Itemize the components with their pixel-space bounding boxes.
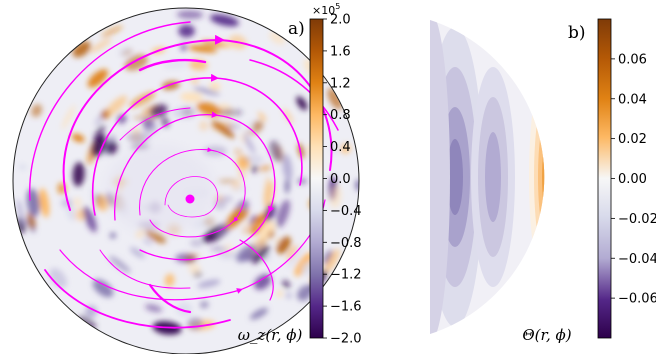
colorbar-a-tick-label: 0.4 [330, 140, 351, 155]
colorbar-b-tick-label: −0.04 [618, 252, 656, 267]
vortex-center-marker [186, 195, 195, 204]
panel-label-a: a) [288, 19, 305, 39]
colorbar-b-tick-label: −0.02 [618, 212, 656, 227]
temperature-contour-band [538, 117, 556, 237]
colorbar-a-tick-label: −1.6 [330, 300, 362, 315]
colorbar-a-tick-label: 1.6 [330, 44, 351, 59]
colorbar-b-tick-label: −0.06 [618, 292, 656, 307]
temperature-half-disk [410, 12, 600, 342]
quantity-label-a: ω_z(r, ϕ) [238, 326, 303, 344]
colorbar-a-tick-label: −0.8 [330, 236, 362, 251]
colorbar-a-tick-label: −2.0 [330, 332, 362, 347]
temperature-contour-band [542, 142, 552, 212]
temperature-contour-band [534, 92, 560, 262]
colorbar-a-tick-label: −0.4 [330, 204, 362, 219]
colorbar-a-tick-label: −1.2 [330, 268, 362, 283]
quantity-label-b: Θ(r, ϕ) [522, 326, 571, 344]
colorbar-a-tick-label: 1.2 [330, 76, 351, 91]
temperature-contour-band [561, 132, 577, 222]
colorbar-b-tick-label: 0.04 [618, 92, 647, 107]
colorbar-b [598, 19, 611, 338]
temperature-contour-band [485, 132, 501, 222]
colorbar-a-tick-label: 0.0 [330, 172, 351, 187]
colorbar-b-tick-label: 0.00 [618, 172, 647, 187]
colorbar-b-tick-label: 0.06 [618, 52, 647, 67]
colorbar-b-tick-label: 0.02 [618, 132, 647, 147]
panel-label-b: b) [568, 23, 586, 43]
colorbar-a [310, 19, 323, 338]
temperature-contour-band [410, 12, 450, 342]
colorbar-a-tick-label: 0.8 [330, 108, 351, 123]
colorbar-b-ticks: 0.06 0.04 0.02 0.00 −0.02 −0.04 −0.06 [611, 52, 656, 306]
